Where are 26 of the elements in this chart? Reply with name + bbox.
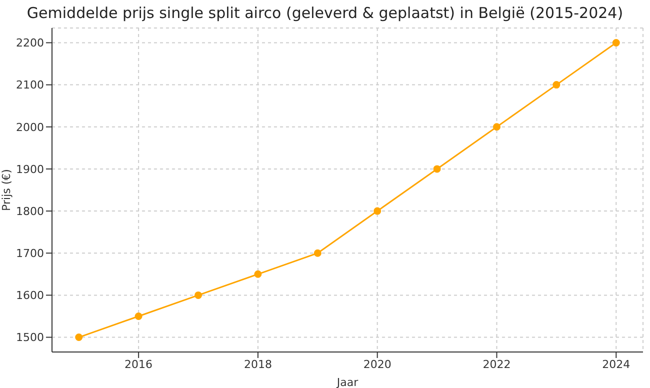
point (492, 123, 500, 131)
x-tick-label: 2016 (124, 358, 153, 371)
x-tick-label: 2018 (244, 358, 272, 371)
point (314, 249, 322, 257)
x-tick-label: 2020 (363, 358, 392, 371)
point (134, 312, 142, 320)
y-tick-label: 1500 (16, 331, 44, 344)
point (254, 270, 262, 278)
point (552, 81, 560, 89)
x-tick-label: 2022 (482, 358, 511, 371)
x-axis-title: Jaar (336, 376, 359, 388)
y-tick-label: 2200 (16, 36, 44, 50)
point (374, 207, 382, 215)
y-tick-label: 1900 (16, 162, 44, 176)
point (75, 334, 83, 342)
x-tick-label: 2024 (602, 358, 630, 371)
point (433, 165, 441, 173)
point (612, 38, 620, 46)
y-tick-label: 2100 (16, 78, 44, 92)
y-tick-label: 1600 (16, 289, 44, 302)
point (194, 291, 202, 299)
y-tick-label: 1800 (16, 204, 44, 218)
y-tick-label: 1700 (16, 247, 44, 260)
y-tick-label: 2000 (16, 120, 44, 134)
y-axis-title: Prijs (€) (0, 169, 13, 211)
chart-title: Gemiddelde prijs single split airco (geleverd & geplaatst) in België (2015-2024) (26, 4, 624, 22)
